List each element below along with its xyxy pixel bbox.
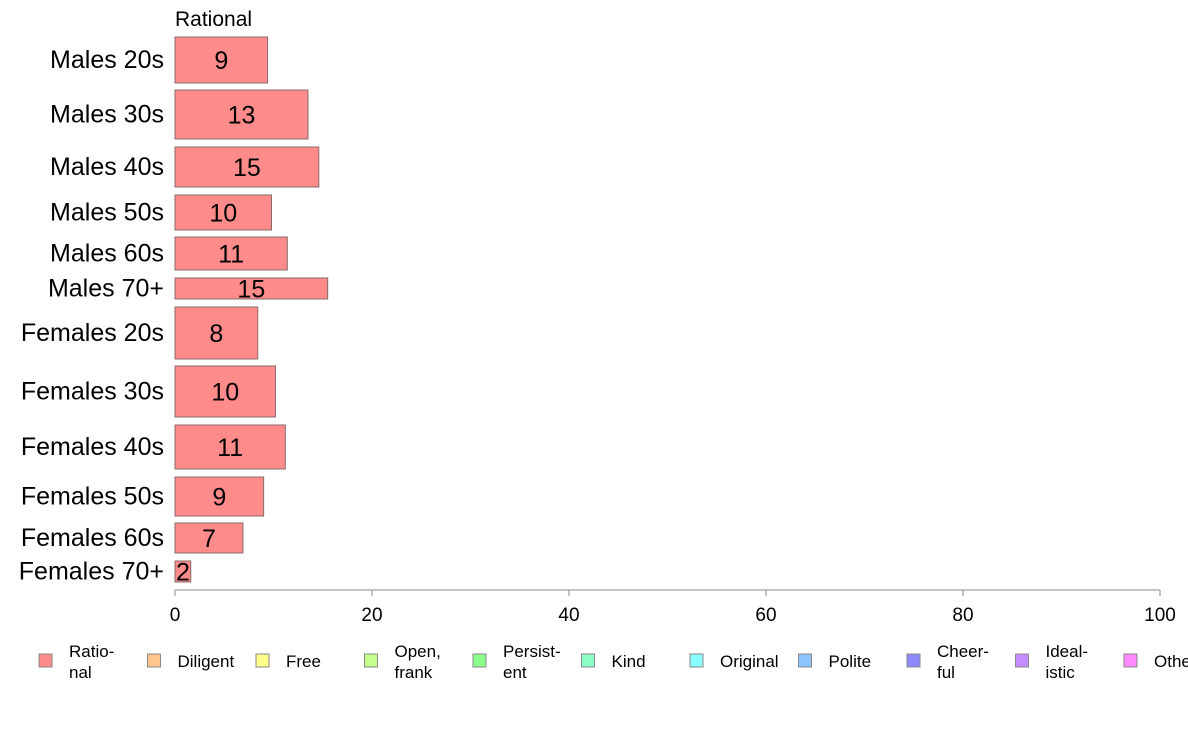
bar (174, 476, 265, 517)
x-axis: 0 20 40 60 80 100 (170, 589, 1176, 626)
category-label: Females 30s (21, 378, 164, 406)
bar-value-label: 10 (209, 200, 237, 228)
x-tick-label: 80 (952, 605, 973, 626)
legend-swatch (472, 653, 487, 668)
legend-label: Original (720, 652, 779, 671)
bar-value-label: 15 (233, 154, 261, 182)
legend-label: Kind (612, 652, 646, 671)
bars-group: Males 20s 9 Males 30s 13 Males 40s 15 Males 50… (19, 36, 329, 587)
bar (174, 146, 320, 188)
legend-swatch (906, 653, 921, 668)
legend-swatch (364, 653, 378, 668)
legend-swatch (1123, 653, 1138, 668)
legend-label: Free (286, 652, 321, 671)
legend-label: Ideal-istic (1046, 642, 1089, 682)
legend-swatch (147, 653, 161, 668)
bar-value-label: 9 (214, 47, 228, 75)
legend-swatch (1015, 653, 1029, 668)
x-tick-label: 100 (1144, 605, 1176, 626)
category-label: Females 40s (21, 433, 164, 461)
legend-label: Other (1154, 652, 1188, 671)
bar-value-label: 2 (176, 559, 190, 587)
legend-swatch (38, 653, 53, 668)
legend-swatch (689, 653, 704, 668)
legend-label: Open, frank (395, 642, 441, 682)
bar (174, 522, 244, 554)
category-label: Males 20s (50, 46, 164, 74)
legend-label: Polite (829, 652, 872, 671)
bar (174, 277, 329, 300)
bar-value-label: 11 (217, 434, 243, 462)
bar (174, 236, 288, 271)
bar-value-label: 8 (209, 320, 223, 348)
legend-label: Ratio-nal (69, 642, 114, 682)
category-label: Males 40s (50, 153, 164, 181)
category-label: Males 50s (50, 199, 164, 227)
bar (174, 306, 259, 360)
x-tick-label: 0 (170, 605, 181, 626)
bar-value-label: 10 (211, 379, 239, 407)
bar (174, 36, 269, 84)
bar (174, 194, 273, 231)
bar (174, 424, 286, 470)
bar-value-label: 11 (218, 241, 244, 269)
category-label: Females 60s (21, 524, 164, 552)
legend-label: Cheer-ful (937, 642, 989, 682)
x-tick-label: 60 (755, 605, 776, 626)
legend-label: Persist-ent (503, 642, 561, 682)
category-label: Males 70+ (48, 275, 164, 303)
series-title: Rational (175, 8, 252, 31)
bar-value-label: 9 (212, 484, 226, 512)
legend-label: Diligent (178, 652, 235, 671)
category-label: Males 60s (50, 240, 164, 268)
legend-swatch (581, 653, 595, 668)
category-label: Females 50s (21, 483, 164, 511)
bar (174, 560, 192, 583)
x-tick-label: 20 (361, 605, 382, 626)
legend: Ratio-nal Diligent Free Open, frank Persist-e… (38, 642, 1188, 682)
legend-swatch (255, 653, 270, 668)
bar-value-label: 7 (202, 525, 216, 553)
legend-swatch (798, 653, 812, 668)
bar (174, 89, 309, 140)
bar (174, 365, 276, 418)
category-label: Females 20s (21, 319, 164, 347)
bar-value-label: 13 (228, 102, 256, 130)
category-label: Males 30s (50, 101, 164, 129)
category-label: Females 70+ (19, 558, 164, 586)
bar-value-label: 15 (237, 276, 265, 304)
x-tick-label: 40 (558, 605, 579, 626)
